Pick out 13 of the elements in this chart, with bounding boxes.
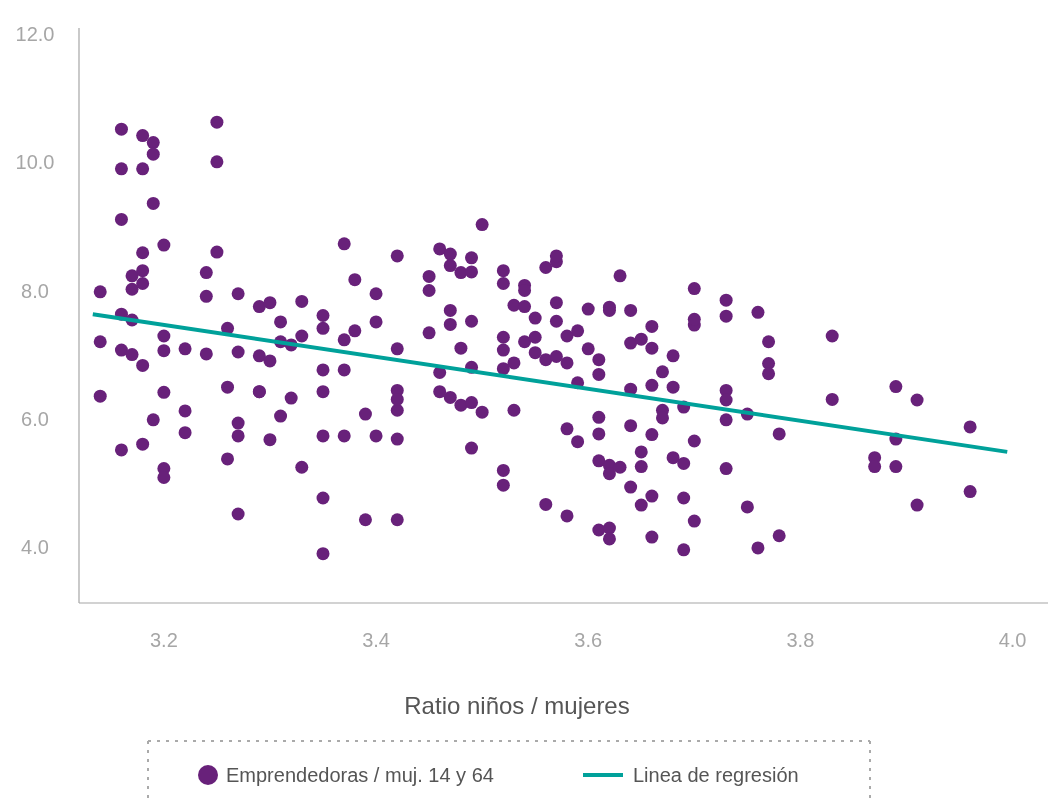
x-tick-label: 4.0 xyxy=(998,629,1027,651)
x-axis-title: Ratio niños / mujeres xyxy=(404,691,630,719)
x-tick-label: 3.2 xyxy=(149,629,178,651)
y-tick-label: 10.0 xyxy=(15,151,55,174)
y-tick-label: 12.0 xyxy=(15,23,55,46)
y-tick-label: 4.0 xyxy=(21,535,49,558)
legend-label: Emprendedoras / muj. 14 y 64 xyxy=(226,764,494,786)
legend-label: Linea de regresión xyxy=(633,764,799,786)
x-tick-label: 3.8 xyxy=(786,629,815,651)
x-tick-label: 3.6 xyxy=(574,629,603,651)
x-tick-label: 3.4 xyxy=(362,629,390,651)
y-tick-label: 6.0 xyxy=(21,407,49,430)
y-tick-label: 8.0 xyxy=(21,279,49,302)
